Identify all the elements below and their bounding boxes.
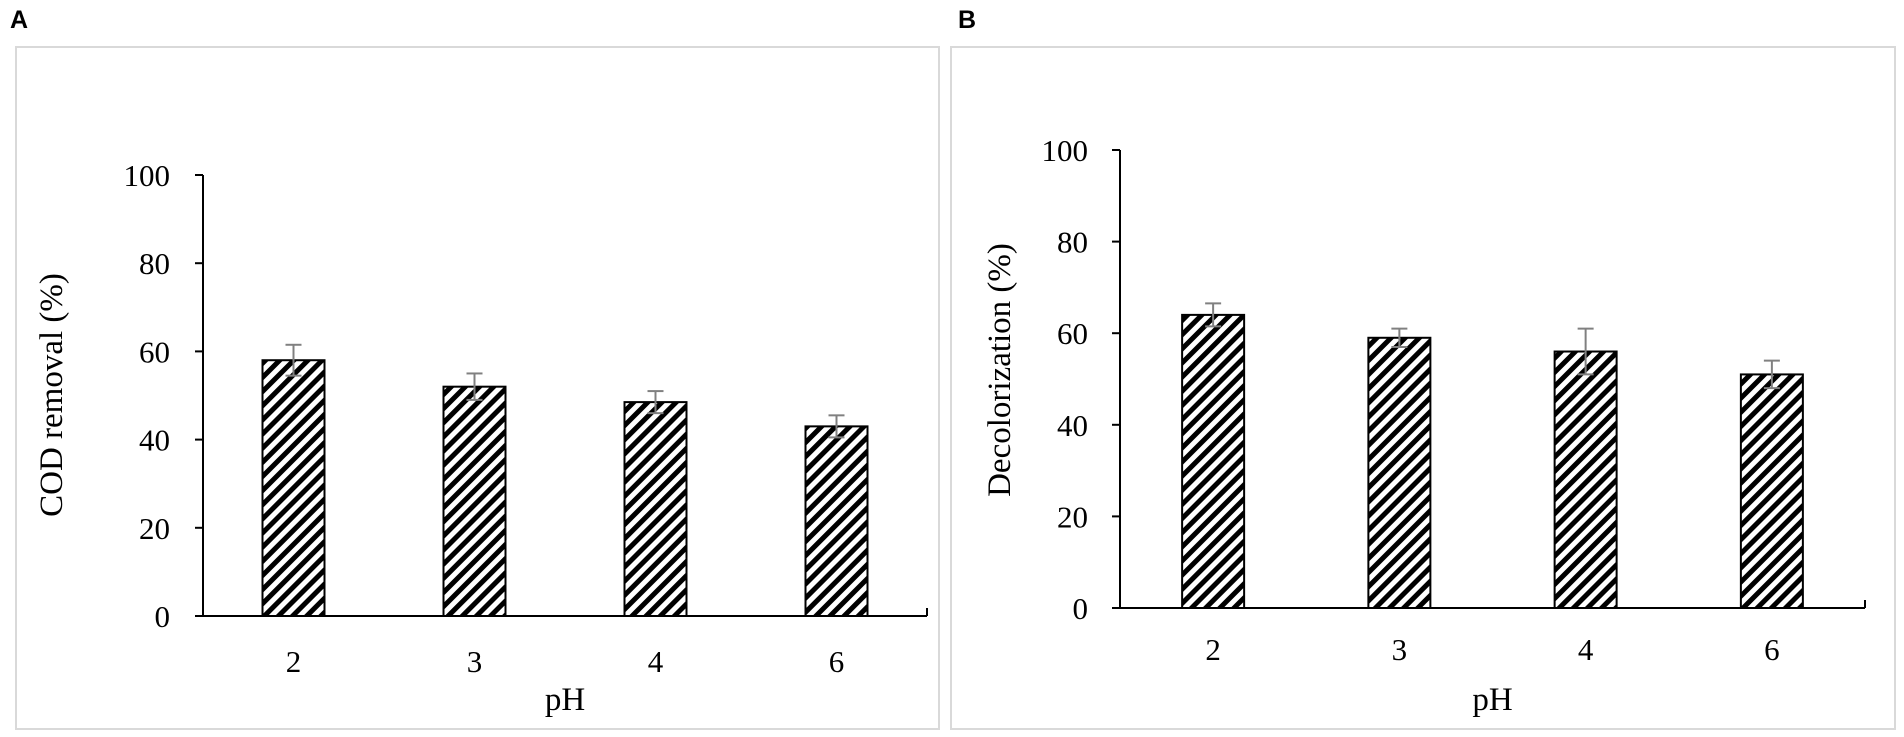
y-tick-label: 40 xyxy=(139,423,170,458)
x-tick-label: 4 xyxy=(1578,632,1594,667)
y-tick-label: 100 xyxy=(1042,133,1089,168)
x-tick-label: 3 xyxy=(467,644,483,679)
y-tick-label: 0 xyxy=(155,599,171,634)
y-tick-label: 0 xyxy=(1073,591,1089,626)
y-tick-label: 60 xyxy=(139,334,170,369)
y-tick-label: 60 xyxy=(1057,316,1088,351)
panel-label-b: B xyxy=(958,6,977,34)
x-tick-label: 3 xyxy=(1392,632,1408,667)
y-tick-label: 100 xyxy=(124,158,171,193)
y-tick-label: 80 xyxy=(1057,225,1088,260)
bar xyxy=(1181,313,1246,609)
y-axis-title: Decolorization (%) xyxy=(982,243,1018,497)
y-tick-label: 20 xyxy=(139,511,170,546)
chart-b: 0 20 40 60 80 100 2 3 4 6 pH Decolorization (%) xyxy=(982,133,1866,718)
bar xyxy=(261,359,326,617)
x-axis-title: pH xyxy=(1472,682,1512,718)
y-axis-title: COD removal (%) xyxy=(34,273,70,517)
x-tick-label: 4 xyxy=(648,644,664,679)
y-tick-label: 80 xyxy=(139,246,170,281)
bar xyxy=(1739,373,1804,610)
panel-label-a: A xyxy=(10,6,29,34)
bar xyxy=(804,425,869,617)
x-axis-title: pH xyxy=(545,682,585,718)
bar xyxy=(1553,350,1618,609)
bar xyxy=(1367,336,1432,609)
x-tick-label: 2 xyxy=(286,644,302,679)
x-tick-label: 6 xyxy=(1764,632,1780,667)
bar xyxy=(442,385,507,617)
chart-a: 0 20 40 60 80 100 2 3 4 6 pH COD removal (%) xyxy=(34,158,928,718)
bar xyxy=(623,401,688,617)
y-tick-label: 20 xyxy=(1057,499,1088,534)
x-tick-label: 2 xyxy=(1205,632,1221,667)
y-tick-label: 40 xyxy=(1057,408,1088,443)
x-tick-label: 6 xyxy=(829,644,845,679)
